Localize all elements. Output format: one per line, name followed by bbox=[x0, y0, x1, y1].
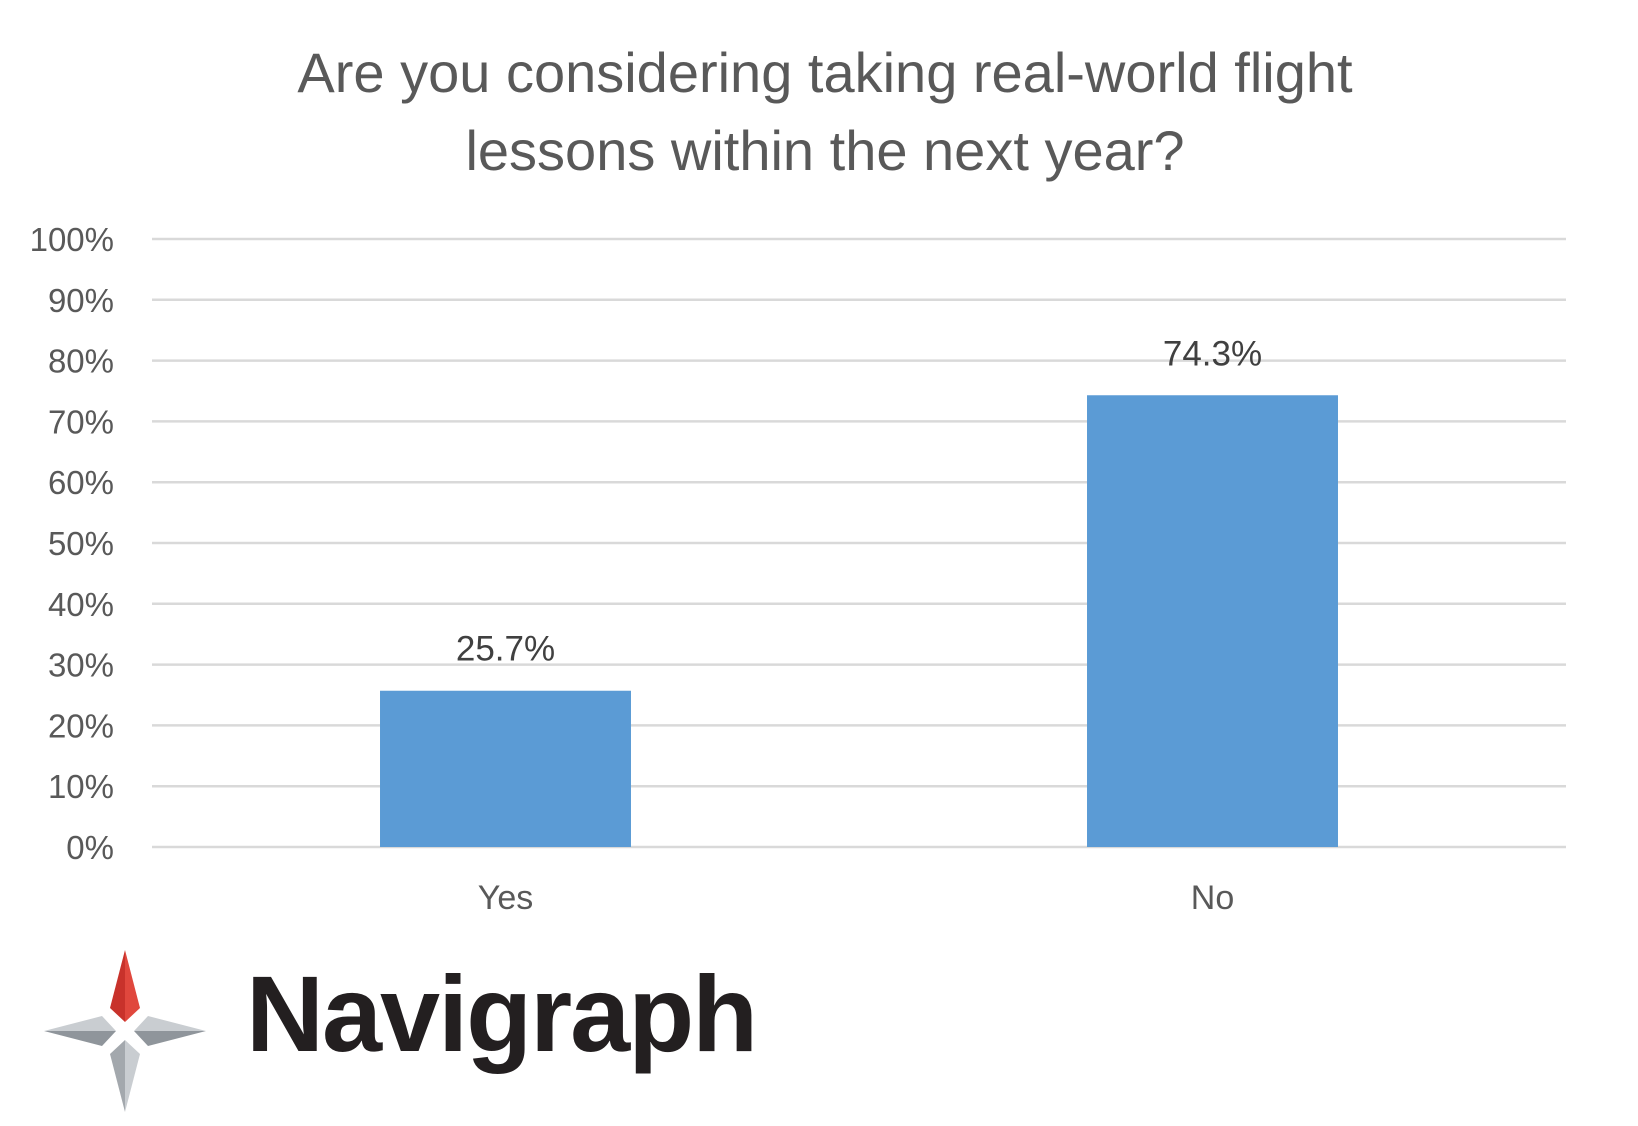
category-labels: Yes No bbox=[478, 879, 1234, 917]
y-tick-label: 50% bbox=[48, 525, 114, 562]
y-tick-label: 60% bbox=[48, 464, 114, 501]
y-tick-label: 20% bbox=[48, 707, 114, 744]
y-tick-label: 40% bbox=[48, 586, 114, 623]
y-tick-label: 100% bbox=[30, 221, 114, 258]
x-category-label: No bbox=[1191, 879, 1234, 917]
chart-title-line-1: Are you considering taking real-world fl… bbox=[297, 41, 1353, 104]
y-tick-label: 80% bbox=[48, 343, 114, 380]
chart-title-line-2: lessons within the next year? bbox=[465, 119, 1184, 182]
data-label: 25.7% bbox=[456, 630, 555, 669]
data-labels: 25.7% 74.3% bbox=[456, 334, 1262, 668]
y-tick-label: 30% bbox=[48, 647, 114, 684]
bars bbox=[380, 395, 1338, 847]
y-tick-label: 70% bbox=[48, 403, 114, 440]
bar-yes bbox=[380, 690, 631, 847]
x-category-label: Yes bbox=[478, 879, 533, 917]
compass-star-icon bbox=[44, 950, 206, 1112]
bar-no bbox=[1087, 395, 1338, 847]
y-tick-label: 90% bbox=[48, 282, 114, 319]
y-tick-label: 0% bbox=[66, 829, 114, 866]
gridlines bbox=[152, 237, 1566, 849]
data-label: 74.3% bbox=[1163, 334, 1262, 373]
brand-name: Navigraph bbox=[246, 953, 758, 1074]
y-axis-tick-labels: 0% 10% 20% 30% 40% 50% 60% 70% 80% 90% 100% bbox=[30, 221, 114, 866]
y-tick-label: 10% bbox=[48, 768, 114, 805]
